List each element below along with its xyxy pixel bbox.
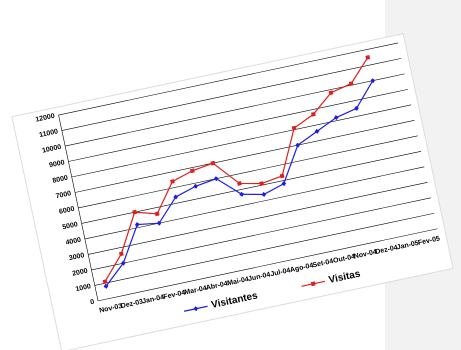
point	[189, 168, 195, 174]
point	[210, 160, 216, 166]
point	[103, 283, 109, 289]
y-tick-label: 3000	[68, 252, 85, 262]
point	[154, 211, 160, 217]
x-tick-label: Fev-05	[417, 235, 440, 246]
x-tick-label: Out-04	[333, 253, 356, 264]
point	[291, 125, 297, 131]
point	[120, 260, 126, 266]
point	[328, 90, 334, 96]
point	[295, 142, 301, 148]
paper-sheet	[11, 33, 454, 350]
grid-line	[88, 181, 428, 255]
point	[354, 105, 359, 111]
y-tick-label: 8000	[52, 175, 69, 185]
plot: 0 1000 2000 3000 4000 5000 6000 7000 8000 9000 100…	[35, 42, 441, 315]
x-tick-label: Ago-04	[289, 262, 314, 274]
y-tick-label: 12000	[35, 113, 56, 124]
x-tick-label: Jan-04	[142, 294, 165, 305]
x-tick-label: Fev-04	[163, 289, 186, 300]
point	[239, 191, 245, 197]
x-tick-label: Dez-04	[375, 244, 399, 256]
y-tick-label: 9000	[49, 159, 66, 169]
x-tick-label: Mai-04	[227, 276, 250, 287]
grid-line	[91, 197, 431, 271]
grid-line	[74, 120, 415, 193]
point	[333, 115, 339, 120]
point	[281, 181, 287, 187]
x-tick-label: Set-04	[312, 258, 334, 269]
point	[348, 81, 354, 86]
point	[314, 128, 320, 134]
y-tick-label: 6000	[59, 206, 76, 216]
grid-line	[84, 166, 425, 240]
grid-line	[71, 104, 412, 178]
point	[102, 279, 108, 284]
grid-line	[68, 89, 408, 162]
point	[134, 222, 140, 228]
grid-line	[98, 228, 438, 302]
point	[259, 181, 264, 186]
y-tick-label: 0	[90, 299, 95, 307]
y-axis	[58, 114, 99, 301]
point	[156, 220, 162, 226]
grid-line	[94, 212, 435, 286]
legend-marker	[193, 306, 199, 312]
y-tick-label: 1000	[75, 283, 92, 293]
x-tick-label: Mar-04	[184, 285, 208, 297]
y-tick-label: 11000	[39, 128, 59, 139]
y-tick-label: 4000	[65, 237, 82, 247]
grid-line	[65, 73, 405, 147]
point	[279, 173, 285, 179]
grid-line	[81, 151, 422, 224]
point	[193, 183, 199, 189]
point	[261, 191, 267, 197]
x-tick-label: Jan-05	[396, 240, 419, 251]
x-tick-label: Nov-03	[99, 303, 123, 315]
point	[237, 181, 242, 186]
point	[213, 176, 219, 182]
point	[132, 209, 138, 215]
x-tick-label: Jun-04	[248, 271, 272, 283]
x-tick-label: Dez-03	[120, 298, 144, 310]
x-tick-label: Jul-04	[270, 267, 291, 278]
grid-line	[78, 135, 418, 209]
point	[311, 111, 316, 117]
point	[170, 179, 175, 184]
grid-line	[61, 58, 402, 131]
point	[365, 55, 371, 60]
point	[370, 78, 376, 84]
point	[173, 194, 179, 200]
y-tick-label: 10000	[42, 144, 63, 155]
grid-line	[58, 42, 399, 116]
y-tick-label: 5000	[62, 221, 79, 231]
legend-marker	[310, 281, 316, 287]
paper: 0 1000 2000 3000 4000 5000 6000 7000 8000 9000 100…	[11, 33, 454, 350]
x-tick-label: Abr-04	[205, 280, 228, 291]
x-tick-label: Nov-04	[353, 249, 377, 261]
y-tick-label: 2000	[72, 268, 89, 278]
y-tick-label: 7000	[55, 190, 72, 200]
point	[118, 251, 124, 257]
